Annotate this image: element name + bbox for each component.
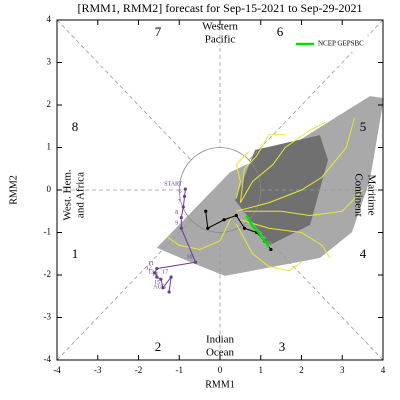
y-tick-label: -2 bbox=[44, 269, 52, 279]
point-label: 10 bbox=[187, 255, 193, 261]
phase-label: 2 bbox=[155, 339, 162, 354]
guide-line bbox=[248, 19, 384, 161]
phase-label: 1 bbox=[72, 246, 79, 261]
phase-label: 6 bbox=[277, 24, 284, 39]
series-line bbox=[235, 223, 302, 272]
point-label: 9 bbox=[175, 221, 178, 227]
phase-label: 8 bbox=[72, 119, 79, 134]
point bbox=[182, 194, 187, 198]
guide-line bbox=[56, 19, 192, 161]
x-tick-label: 3 bbox=[340, 365, 345, 375]
point bbox=[161, 286, 165, 290]
region-label: Ocean bbox=[206, 347, 235, 359]
y-tick-label: -4 bbox=[44, 354, 52, 364]
point bbox=[155, 267, 159, 271]
point-label: 12 bbox=[146, 265, 152, 271]
region-label: Western bbox=[202, 21, 238, 33]
series-line bbox=[245, 214, 271, 248]
y-tick-label: 1 bbox=[47, 142, 52, 152]
point bbox=[204, 209, 208, 213]
x-tick-label: 1 bbox=[259, 365, 264, 375]
guide-line bbox=[248, 219, 384, 361]
point bbox=[242, 226, 247, 230]
point bbox=[206, 226, 210, 230]
point-label: START bbox=[164, 182, 182, 188]
x-axis-title: RMM1 bbox=[205, 379, 234, 390]
region-label: Indian bbox=[206, 334, 235, 346]
point bbox=[159, 277, 163, 281]
y-axis-title: RMM2 bbox=[8, 175, 19, 204]
unit-circle bbox=[178, 147, 262, 233]
point bbox=[169, 275, 173, 279]
point-label: 8 bbox=[175, 210, 178, 216]
chart-title: [RMM1, RMM2] forecast for Sep-15-2021 to… bbox=[78, 1, 363, 15]
y-tick-label: 3 bbox=[47, 57, 52, 67]
series-line bbox=[236, 117, 355, 212]
region-label: Maritime bbox=[365, 175, 377, 216]
phase-label: 4 bbox=[360, 246, 367, 261]
x-tick-label: 4 bbox=[381, 365, 386, 375]
series-line bbox=[239, 134, 286, 203]
y-tick-label: 4 bbox=[47, 14, 52, 24]
y-tick-label: 2 bbox=[47, 99, 52, 109]
point bbox=[269, 247, 273, 252]
x-tick-label: -2 bbox=[135, 365, 143, 375]
point bbox=[181, 205, 185, 209]
x-tick-label: -1 bbox=[176, 365, 184, 375]
series-line bbox=[240, 219, 331, 259]
x-tick-label: -3 bbox=[94, 365, 102, 375]
point-label: AUG bbox=[153, 284, 167, 290]
point-label: 14 bbox=[152, 272, 158, 278]
point bbox=[183, 187, 187, 191]
point-label: 6 bbox=[179, 189, 182, 195]
phase-label: 3 bbox=[279, 339, 286, 354]
point bbox=[234, 213, 238, 218]
x-tick-label: 2 bbox=[299, 365, 304, 375]
series-line bbox=[235, 151, 249, 199]
point-label: 11 bbox=[148, 261, 154, 267]
point-label: 7 bbox=[177, 199, 180, 205]
legend-label: NCEP GEPSBC bbox=[318, 40, 364, 48]
region-label: and Africa bbox=[75, 172, 87, 218]
phase-label: 5 bbox=[360, 119, 367, 134]
phase-label: 7 bbox=[155, 24, 162, 39]
point-label: 17 bbox=[162, 270, 168, 276]
phase-guides bbox=[56, 19, 384, 361]
region-labels: Western Pacific Indian Ocean Maritime Co… bbox=[62, 21, 378, 359]
phase-labels: 1 2 3 4 5 6 7 8 bbox=[72, 24, 367, 354]
plot-underlay bbox=[156, 96, 384, 276]
point-label: 15 bbox=[154, 280, 160, 286]
y-tick-label: -3 bbox=[44, 312, 52, 322]
region-label: Continent bbox=[352, 173, 364, 216]
series-line bbox=[166, 215, 233, 251]
legend-box bbox=[290, 36, 380, 52]
spread-area bbox=[235, 135, 328, 245]
point bbox=[222, 218, 226, 222]
y-tick-label: 0 bbox=[47, 184, 52, 194]
point bbox=[179, 216, 183, 220]
region-label: West. Hem. bbox=[62, 169, 74, 221]
y-tick-label: -1 bbox=[44, 227, 52, 237]
point-label: 13 bbox=[148, 270, 154, 276]
point bbox=[167, 290, 171, 294]
x-tick-label: 0 bbox=[218, 365, 223, 375]
region-label: Pacific bbox=[205, 34, 236, 46]
point bbox=[179, 226, 183, 230]
point bbox=[153, 271, 157, 275]
point bbox=[155, 275, 159, 279]
series-line bbox=[239, 121, 327, 203]
series-line bbox=[244, 189, 363, 217]
point bbox=[193, 260, 198, 264]
x-tick-label: -4 bbox=[53, 365, 61, 375]
guide-line bbox=[56, 219, 192, 361]
